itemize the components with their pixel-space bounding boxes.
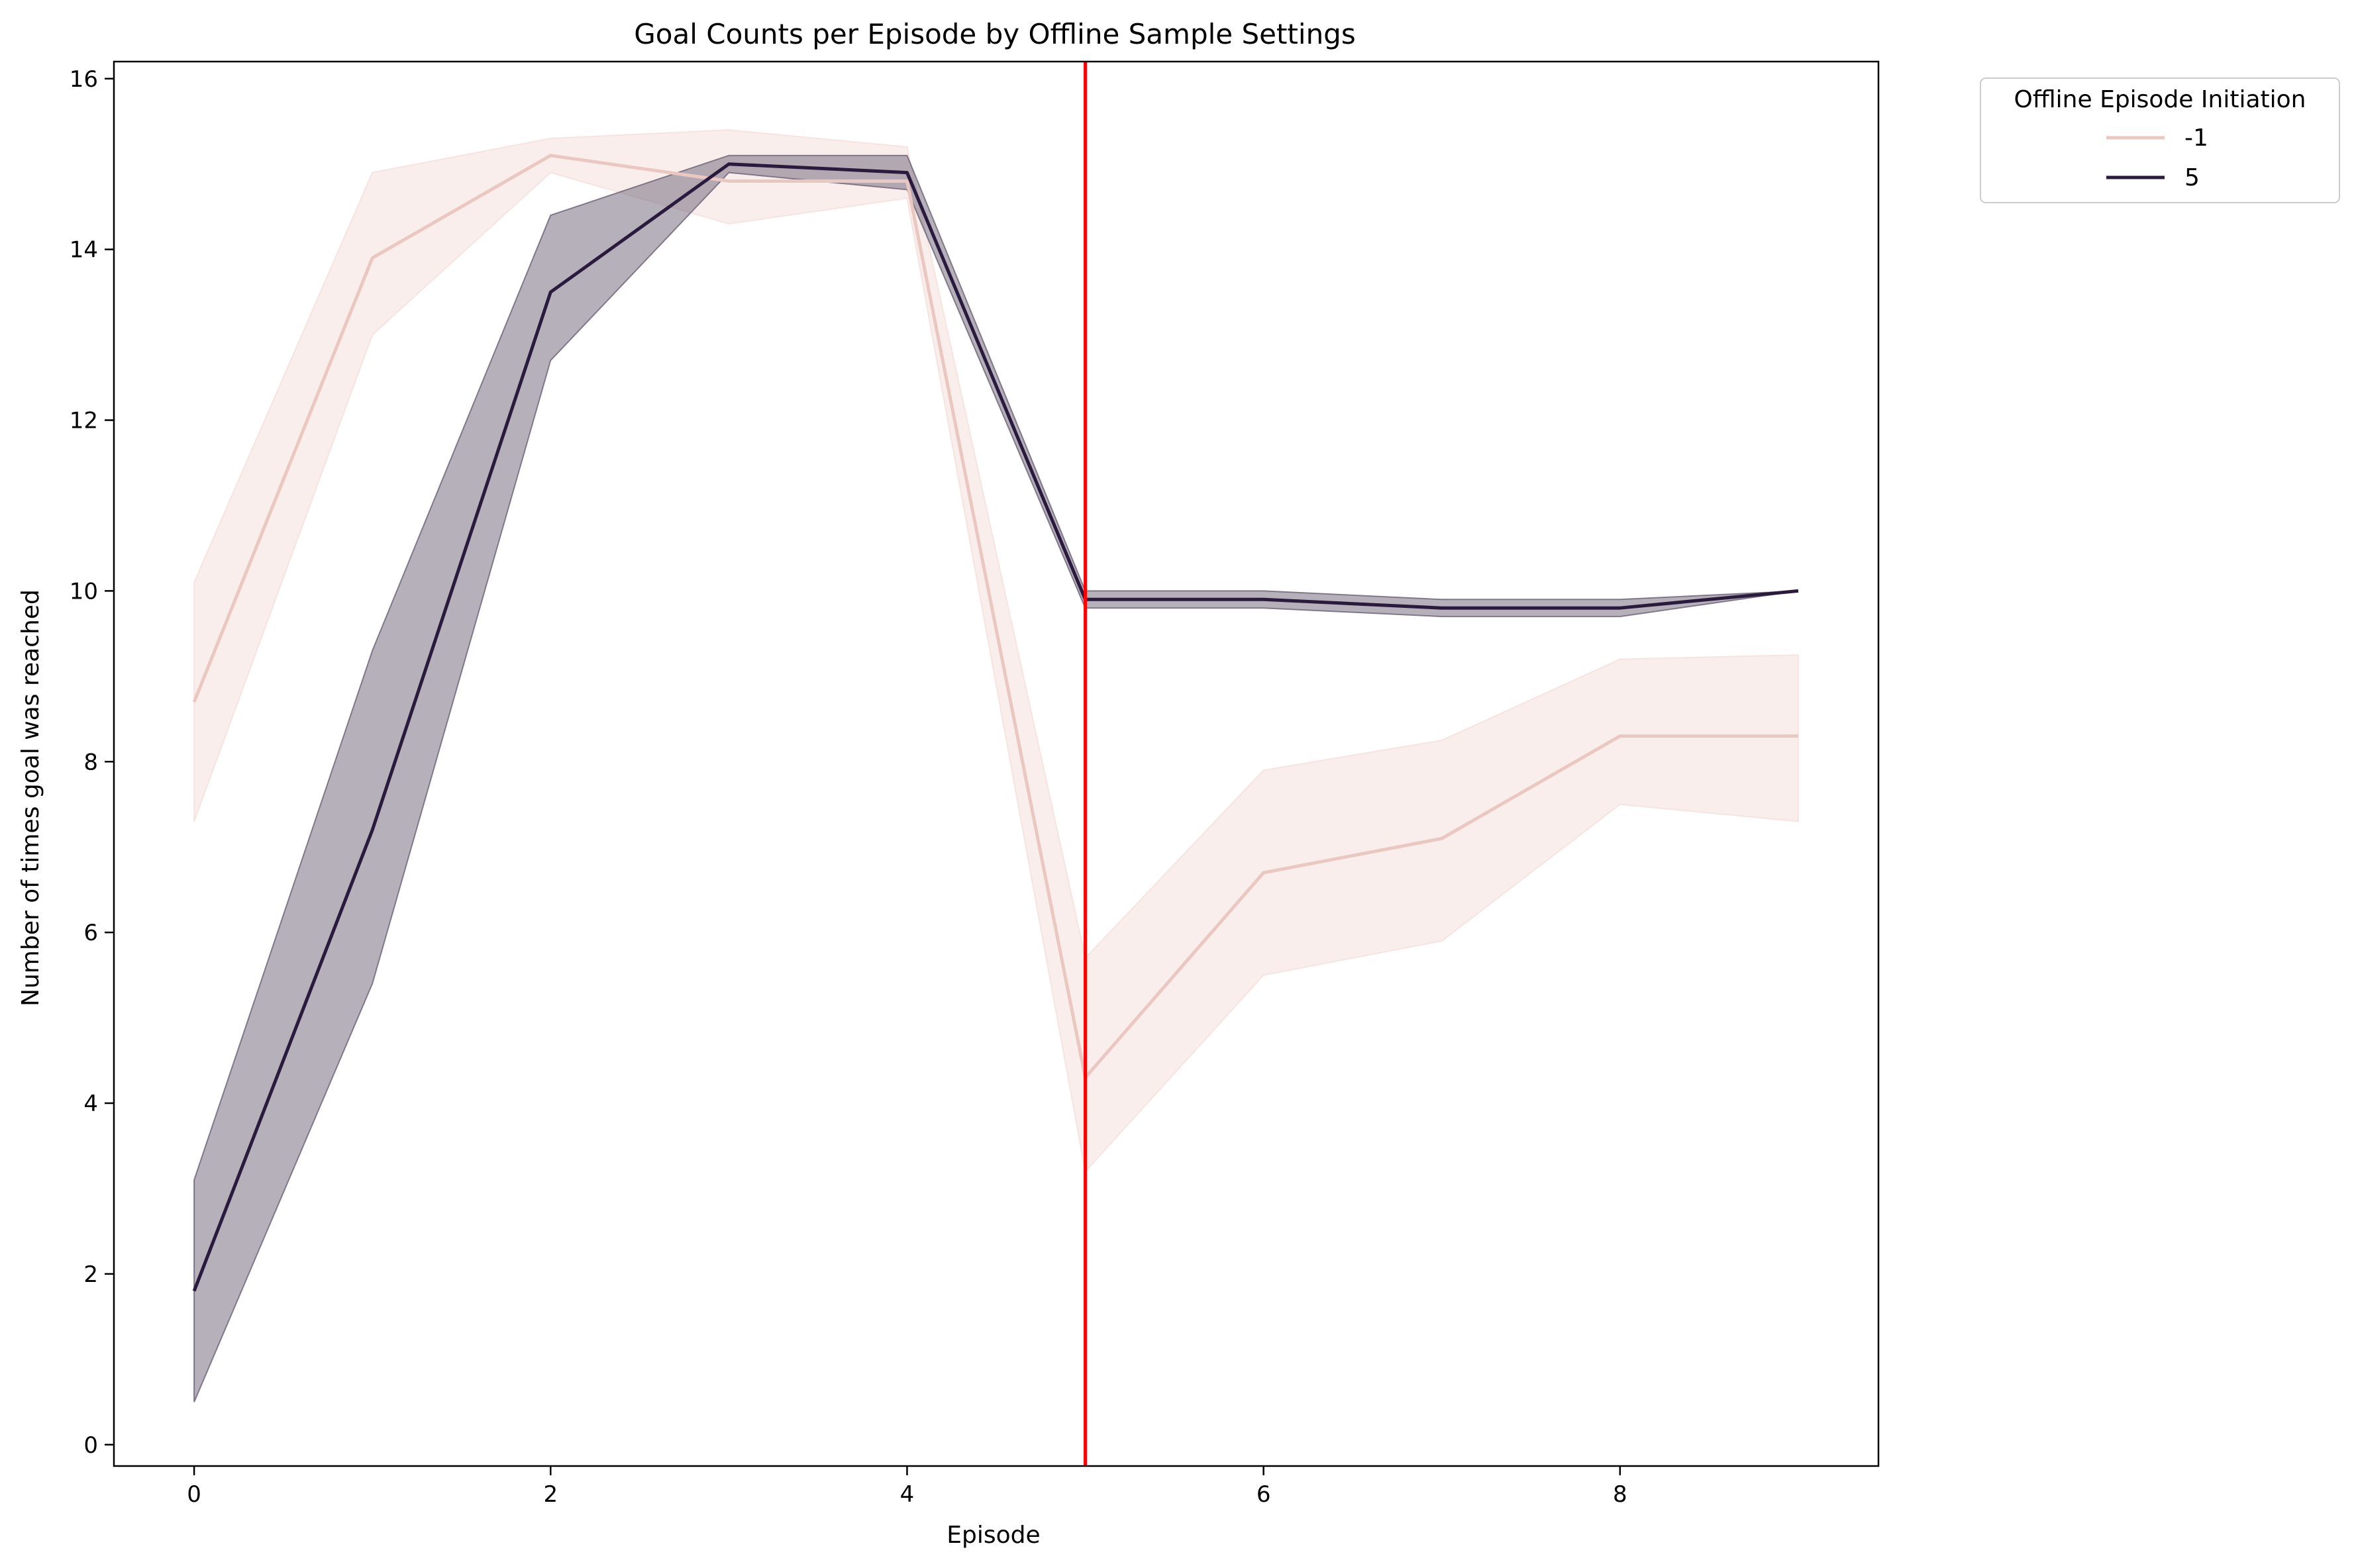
y-tick-label: 4 <box>83 1091 98 1117</box>
y-tick-label: 0 <box>83 1432 98 1459</box>
y-axis: 0 2 4 6 8 10 12 14 16 <box>70 66 114 1459</box>
y-tick-label: 12 <box>70 408 98 434</box>
line-series-0 <box>192 154 1798 1079</box>
legend-box <box>1980 77 2340 203</box>
x-tick-label: 4 <box>900 1481 915 1508</box>
y-tick-label: 6 <box>83 920 98 946</box>
legend-title: Offline Episode Initiation <box>2014 86 2306 113</box>
y-axis-label: Number of times goal was reached <box>17 589 44 1006</box>
y-tick-label: 2 <box>83 1261 98 1288</box>
x-tick-label: 2 <box>543 1481 558 1508</box>
x-tick-label: 0 <box>187 1481 201 1508</box>
ci-bands <box>193 129 1799 1402</box>
y-tick-label: 10 <box>70 578 98 605</box>
ci-band-series-1 <box>193 154 1799 1402</box>
x-tick-label: 8 <box>1613 1481 1627 1508</box>
y-tick-label: 8 <box>83 749 98 775</box>
ci-band-series-0 <box>193 129 1799 1173</box>
legend-label: 5 <box>2184 164 2200 191</box>
plot-frame <box>113 60 1880 1467</box>
line-series-1 <box>192 162 1799 1292</box>
legend: Offline Episode Initiation -15 <box>1980 77 2340 203</box>
x-axis-label: Episode <box>947 1522 1040 1549</box>
x-tick-label: 6 <box>1256 1481 1271 1508</box>
x-axis: 0 2 4 6 8 <box>187 1466 1627 1508</box>
y-tick-label: 14 <box>70 237 98 264</box>
legend-label: -1 <box>2184 124 2208 152</box>
legend-items: -15 <box>2106 124 2208 191</box>
chart-title: Goal Counts per Episode by Offline Sampl… <box>634 18 1355 50</box>
y-tick-label: 16 <box>70 66 98 93</box>
